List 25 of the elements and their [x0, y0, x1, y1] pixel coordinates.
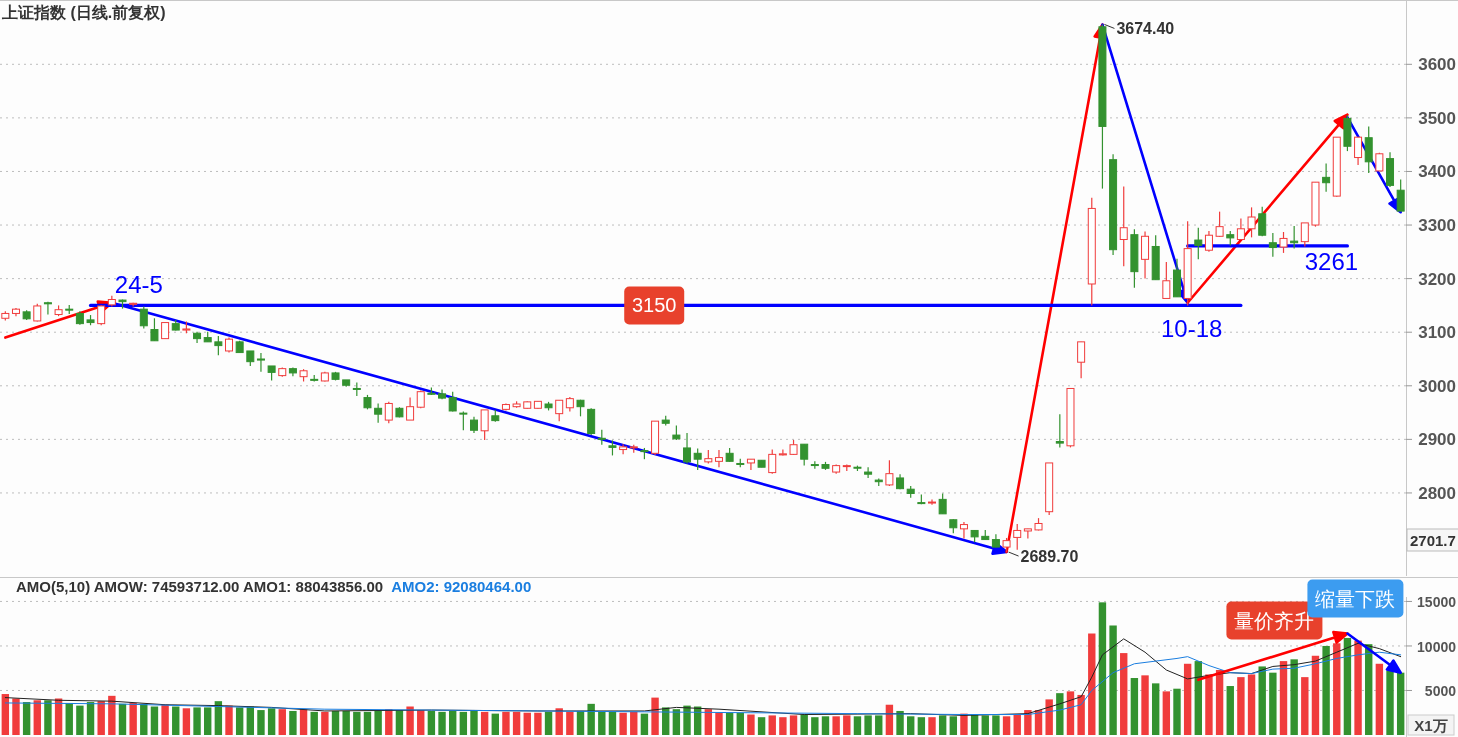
text: 2701.7	[1410, 532, 1456, 549]
legend-label: 10-18	[1160, 314, 1223, 342]
y-tick-label: 2800	[1418, 483, 1456, 503]
chart-title: AMO(5,10) AMOW: 74593712.00 AMO1: 88043856.00	[16, 578, 384, 595]
annotation: 2689.70	[1020, 548, 1079, 566]
y-tick-label: 3300	[1418, 216, 1456, 236]
y-tick-label: 10000	[1417, 638, 1457, 655]
y-tick-label: 3200	[1418, 269, 1456, 289]
text: X1万	[1414, 717, 1448, 734]
y-tick-label: 15000	[1417, 594, 1457, 611]
annotation: 3674.40	[1116, 20, 1175, 38]
series-label: 量价齐升	[1234, 609, 1315, 632]
y-tick-label: 3000	[1418, 376, 1456, 396]
series-label: 24-5	[114, 270, 163, 298]
series-label: 3261	[1304, 247, 1359, 275]
y-tick-label: 3100	[1418, 323, 1456, 343]
y-tick-label: 3600	[1418, 55, 1456, 75]
y-tick-label: 3500	[1418, 108, 1456, 128]
chart-subtitle: AMO2: 92080464.00	[391, 578, 532, 595]
series-label: 3150	[631, 294, 677, 317]
y-tick-label: 3400	[1418, 162, 1456, 182]
y-tick-label: 5000	[1424, 683, 1457, 700]
series-label: 缩量下跌	[1315, 587, 1396, 610]
y-tick-label: 2900	[1418, 430, 1456, 450]
chart-title: 上证指数 (日线.前复权)	[1, 4, 166, 21]
